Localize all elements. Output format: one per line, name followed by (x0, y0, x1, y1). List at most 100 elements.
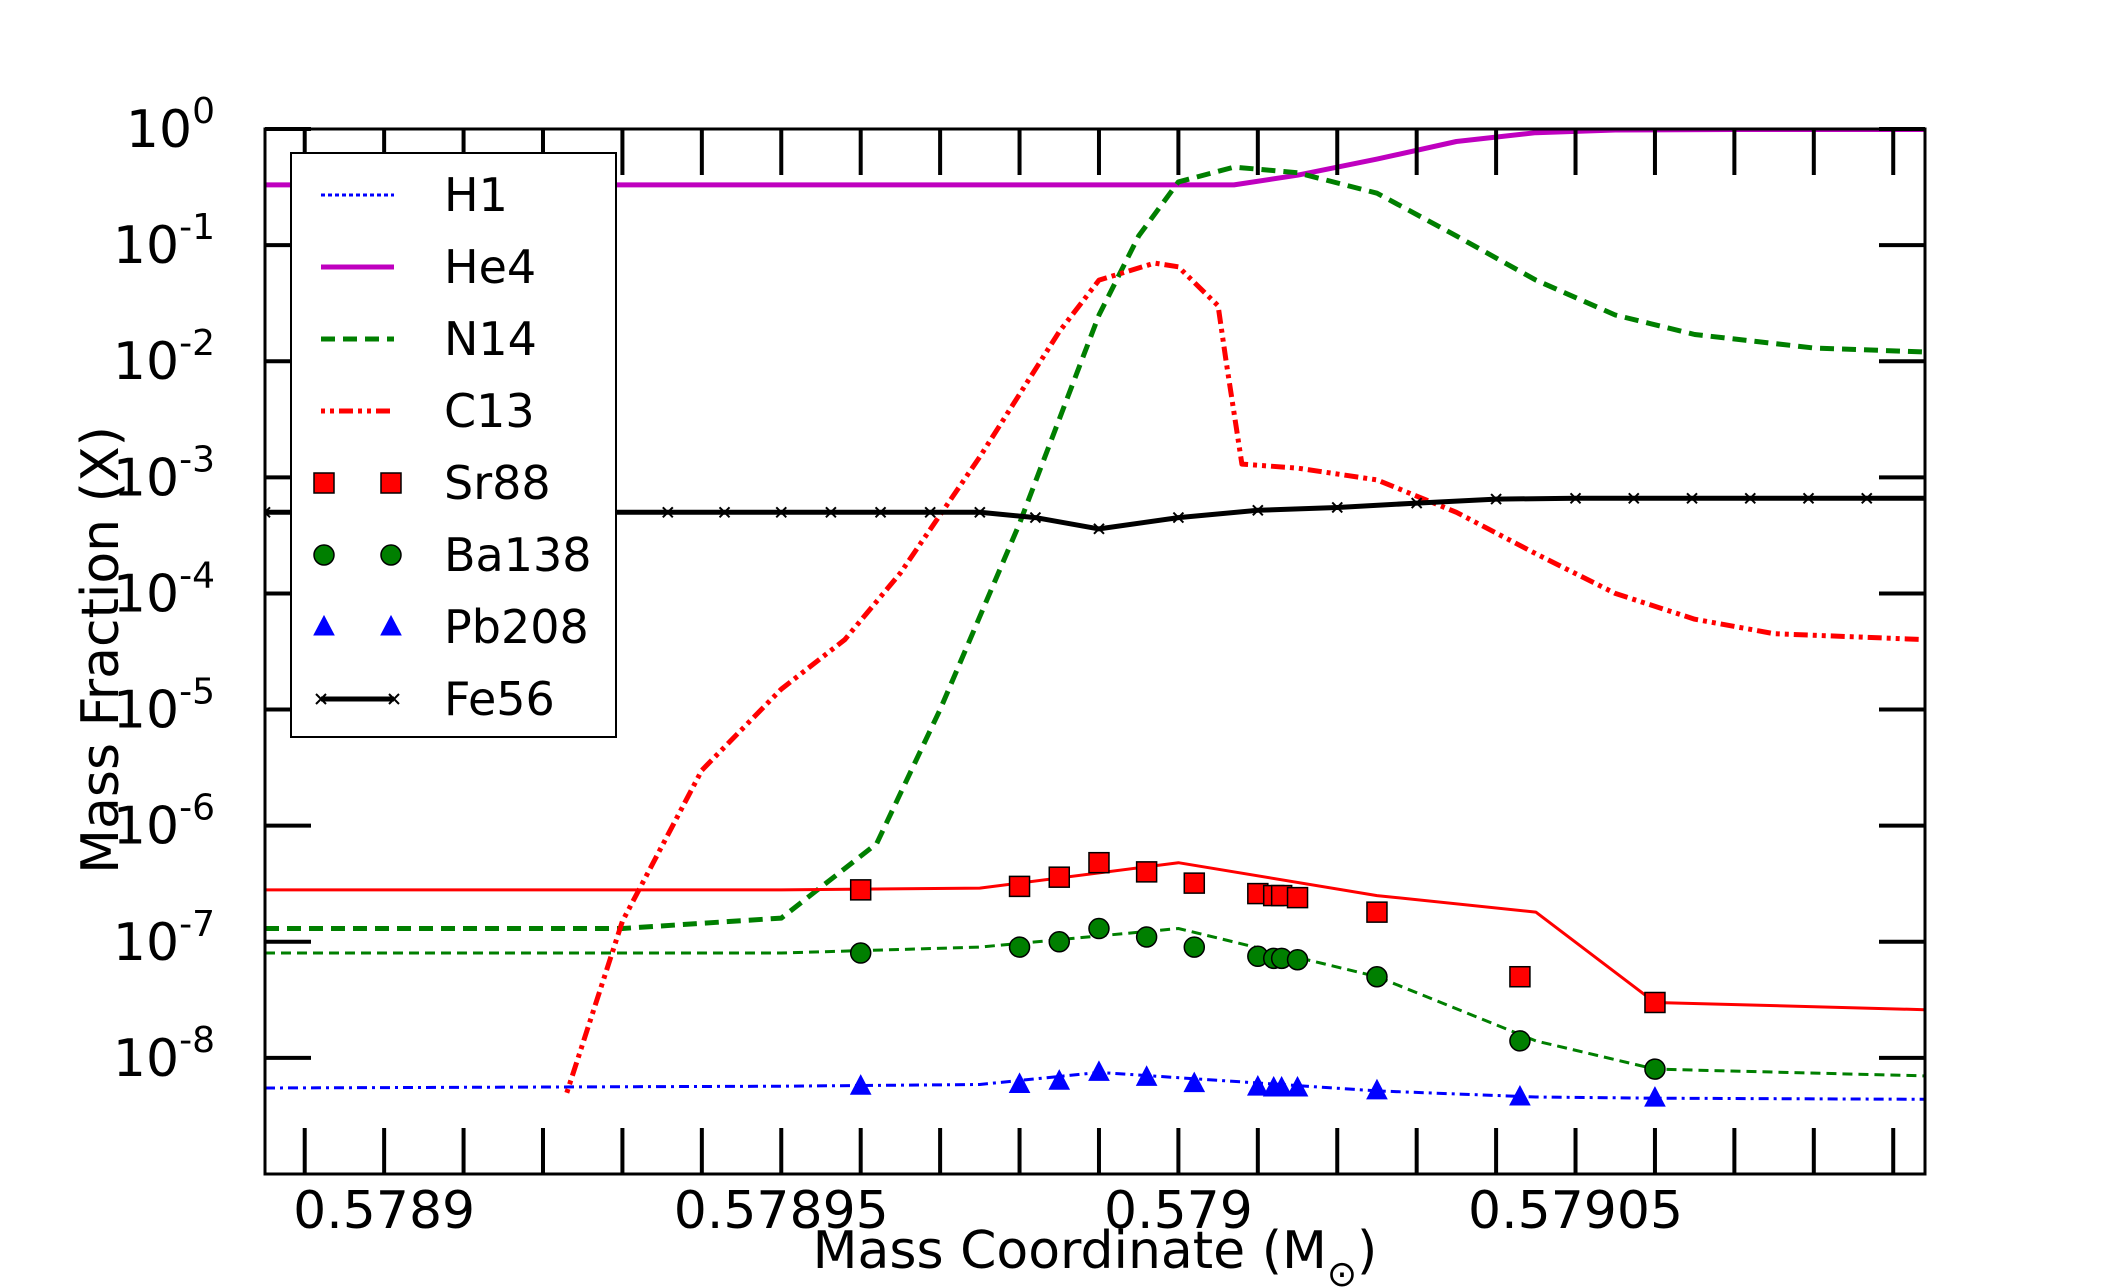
series-layer (265, 129, 1925, 1174)
y-tick-base: 10 (113, 1029, 179, 1089)
series-line-n14 (265, 164, 1925, 931)
series-line-pb208 (265, 1070, 1925, 1101)
marker-sr88 (1644, 991, 1666, 1014)
legend-marker-fe56 (315, 693, 327, 705)
y-tick-exponent: -2 (179, 323, 215, 364)
legend-label-c13: C13 (444, 384, 535, 438)
series-n14 (265, 164, 1925, 931)
marker-ba138 (849, 942, 872, 964)
tick-layer: 10010-110-210-310-410-510-610-710-80.578… (113, 91, 1925, 1241)
legend-item-fe56: Fe56 (315, 672, 555, 726)
legend-label-sr88: Sr88 (444, 456, 551, 510)
y-tick-exponent: -4 (179, 555, 215, 596)
marker-pb208 (1270, 1075, 1293, 1097)
y-tick-base: 10 (113, 797, 179, 857)
x-tick-label: 0.5789 (293, 1181, 475, 1241)
legend-box (290, 152, 617, 738)
marker-pb208 (1048, 1069, 1071, 1090)
marker-fe56 (1029, 511, 1042, 524)
marker-fe56 (662, 506, 674, 518)
y-tick-exponent: -3 (179, 439, 215, 480)
y-tick-base: 10 (113, 913, 179, 973)
marker-pb208 (1183, 1071, 1206, 1093)
series-c13 (564, 260, 1925, 1094)
marker-sr88 (1286, 886, 1309, 909)
legend-item-n14: N14 (321, 312, 537, 366)
legend-marker-pb208 (380, 614, 402, 636)
marker-sr88 (1048, 866, 1071, 888)
marker-pb208 (1246, 1075, 1269, 1096)
y-tick-label: 10-7 (113, 904, 215, 973)
marker-sr88 (1008, 875, 1031, 898)
x-tick-label: 0.579 (1104, 1181, 1253, 1241)
legend-item-h1: H1 (321, 168, 508, 222)
legend-marker-fe56 (388, 693, 400, 705)
series-line-sr88 (265, 861, 1925, 1012)
marker-fe56 (1490, 493, 1502, 505)
marker-fe56 (1331, 501, 1343, 514)
legend-marker-sr88 (380, 472, 402, 494)
marker-pb208 (1286, 1075, 1309, 1097)
legend-item-pb208: Pb208 (313, 600, 589, 654)
legend-item-he4: He4 (321, 240, 536, 294)
legend-marker-pb208 (313, 614, 335, 636)
marker-pb208 (1008, 1072, 1031, 1093)
marker-fe56 (1686, 492, 1698, 504)
marker-sr88 (849, 879, 872, 901)
y-tick-exponent: -8 (179, 1020, 215, 1061)
legend-item-ba138: Ba138 (313, 528, 592, 582)
marker-fe56 (1172, 511, 1185, 524)
series-pb208 (265, 1060, 1925, 1107)
marker-fe56 (265, 506, 271, 518)
marker-fe56 (1569, 492, 1582, 504)
series-sr88 (265, 851, 1925, 1014)
marker-pb208 (1644, 1086, 1666, 1107)
y-tick-base: 10 (113, 216, 179, 276)
marker-fe56 (718, 506, 731, 518)
y-tick-label: 10-4 (113, 555, 215, 624)
sun-symbol: ⊙ (1327, 1254, 1357, 1288)
marker-fe56 (1802, 492, 1815, 504)
y-tick-exponent: -6 (179, 788, 215, 829)
y-tick-base: 10 (126, 100, 192, 160)
y-tick-label: 10-6 (113, 788, 215, 857)
legend-label-ba138: Ba138 (444, 528, 592, 582)
legend-item-c13: C13 (321, 384, 535, 438)
marker-fe56 (874, 506, 887, 518)
marker-ba138 (1048, 931, 1071, 953)
marker-ba138 (1088, 917, 1110, 940)
marker-pb208 (1509, 1084, 1531, 1106)
marker-fe56 (974, 506, 986, 518)
marker-ba138 (1366, 965, 1388, 988)
y-tick-label: 10-3 (113, 439, 215, 508)
y-tick-exponent: -7 (179, 904, 215, 945)
y-tick-exponent: -5 (179, 672, 215, 713)
y-tick-base: 10 (113, 564, 179, 624)
marker-fe56 (924, 506, 936, 518)
y-tick-base: 10 (113, 681, 179, 741)
marker-fe56 (1252, 504, 1264, 517)
x-tick-label: 0.57895 (674, 1181, 889, 1241)
marker-sr88 (1509, 965, 1531, 988)
legend-label-pb208: Pb208 (444, 600, 589, 654)
y-tick-label: 10-2 (113, 323, 215, 392)
marker-sr88 (1183, 872, 1206, 894)
series-line-c13 (564, 260, 1925, 1094)
legend-marker-sr88 (313, 472, 335, 494)
marker-pb208 (1366, 1078, 1388, 1100)
marker-fe56 (1628, 492, 1640, 504)
marker-sr88 (1088, 851, 1110, 874)
marker-fe56 (1410, 497, 1423, 509)
x-tick-label: 0.57905 (1468, 1181, 1683, 1241)
marker-pb208 (849, 1074, 872, 1095)
marker-ba138 (1286, 949, 1309, 971)
marker-sr88 (1366, 901, 1388, 923)
marker-ba138 (1183, 936, 1206, 958)
legend-marker-ba138 (313, 544, 335, 566)
y-tick-base: 10 (113, 332, 179, 392)
legend-item-sr88: Sr88 (313, 456, 551, 510)
x-axis-label-text: Mass Coordinate (M (813, 1221, 1327, 1281)
marker-pb208 (1088, 1060, 1110, 1081)
marker-pb208 (1135, 1065, 1158, 1086)
